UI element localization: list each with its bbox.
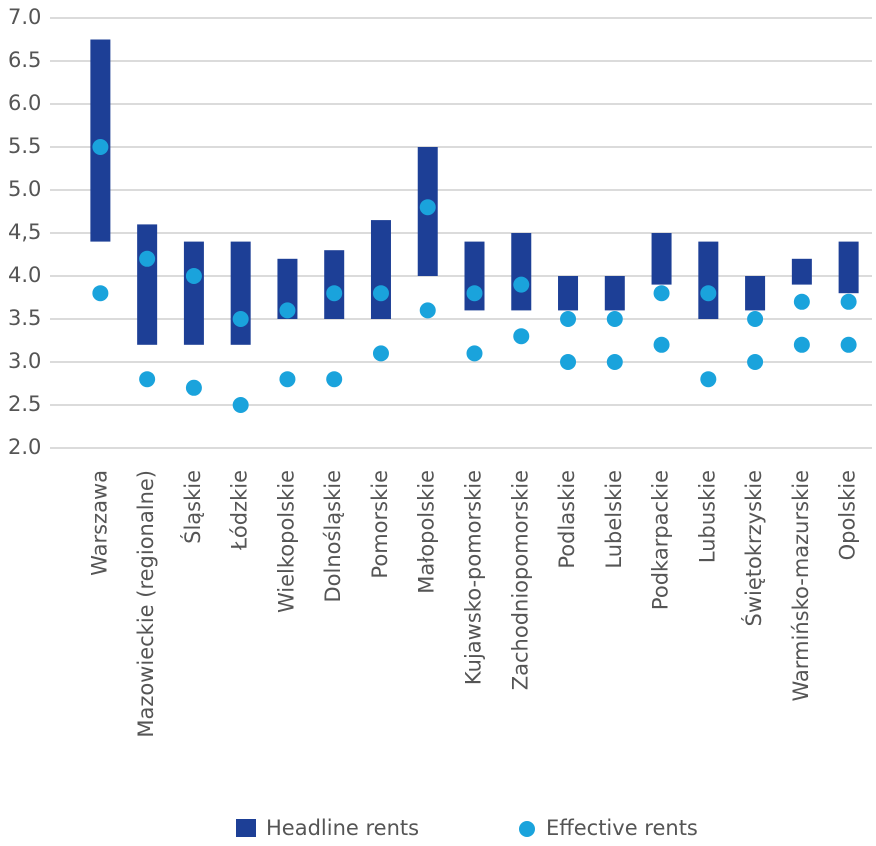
effective-dot <box>279 302 296 319</box>
legend-label: Effective rents <box>546 816 698 840</box>
effective-dot <box>92 285 109 302</box>
x-tick-label: Małopolskie <box>415 470 439 594</box>
effective-dot <box>466 345 483 362</box>
headline-bar <box>183 241 204 345</box>
effective-dot <box>185 268 202 284</box>
effective-dot <box>139 371 156 388</box>
effective-dot <box>700 285 717 302</box>
legend-label: Headline rents <box>266 816 419 840</box>
headline-bar <box>791 258 812 285</box>
x-tick-label: Zachodniopomorskie <box>508 470 532 690</box>
headline-bar <box>277 258 298 319</box>
y-tick-label: 6.5 <box>8 48 41 72</box>
y-tick-label: 5.0 <box>8 177 41 201</box>
y-tick-label: 2.0 <box>8 435 41 459</box>
effective-dot <box>747 354 764 370</box>
effective-dot <box>372 345 389 362</box>
legend-swatch <box>519 821 535 837</box>
effective-dot <box>747 311 764 327</box>
effective-dot <box>326 285 343 302</box>
headline-bar <box>230 241 251 345</box>
y-tick-label: 7.0 <box>8 5 41 29</box>
effective-dot <box>419 302 436 319</box>
headline-bar <box>558 276 579 311</box>
effective-dot <box>92 139 109 155</box>
effective-dot <box>372 285 389 302</box>
headline-bar <box>651 233 672 285</box>
x-tick-label: Podlaskie <box>555 470 579 569</box>
y-tick-label: 3.0 <box>8 349 41 373</box>
x-tick-label: Wielkopolskie <box>274 470 298 613</box>
effective-dot <box>326 371 343 388</box>
effective-dot <box>840 336 857 353</box>
headline-bar <box>137 224 158 345</box>
headline-bar <box>604 276 625 311</box>
legend-swatch <box>236 819 256 837</box>
headline-bar <box>511 233 532 311</box>
y-tick-label: 3.5 <box>8 306 41 330</box>
y-tick-label: 2.5 <box>8 392 41 416</box>
headline-bar <box>745 276 766 311</box>
y-tick-label: 4,5 <box>8 220 41 244</box>
y-tick-label: 4.0 <box>8 263 41 287</box>
effective-dot <box>232 397 249 413</box>
effective-dot <box>793 293 810 310</box>
x-tick-label: Łódzkie <box>228 470 252 551</box>
x-tick-label: Podkarpackie <box>649 470 673 610</box>
headline-bar <box>370 220 391 319</box>
effective-dot <box>840 293 857 310</box>
x-tick-label: Warszawa <box>87 470 111 576</box>
headline-bar <box>838 241 859 294</box>
effective-dot <box>513 276 530 293</box>
effective-dot <box>653 336 670 353</box>
x-tick-label: Mazowieckie (regionalne) <box>134 470 158 738</box>
effective-dot <box>606 354 623 370</box>
x-tick-label: Lubuskie <box>695 470 719 563</box>
x-tick-label: Lubelskie <box>602 470 626 569</box>
x-tick-label: Kujawsko-pomorskie <box>462 470 486 685</box>
x-tick-label: Śląskie <box>180 470 205 544</box>
effective-dot <box>466 285 483 302</box>
x-tick-label: Warmińsko-mazurskie <box>789 470 813 701</box>
effective-dot <box>139 250 156 267</box>
effective-dot <box>700 371 717 388</box>
effective-dot <box>560 311 577 327</box>
effective-dot <box>419 199 436 216</box>
effective-dot <box>793 336 810 353</box>
y-tick-label: 5.5 <box>8 134 41 158</box>
y-tick-label: 6.0 <box>8 91 41 115</box>
x-tick-label: Świętokrzyskie <box>741 470 766 626</box>
effective-dot <box>513 328 530 345</box>
effective-dot <box>185 379 202 396</box>
effective-dot <box>232 311 249 327</box>
x-tick-label: Dolnośląskie <box>321 470 345 603</box>
x-tick-label: Opolskie <box>836 470 860 560</box>
effective-dot <box>279 371 296 388</box>
x-tick-label: Pomorskie <box>368 470 392 579</box>
effective-dot <box>653 285 670 302</box>
effective-dot <box>560 354 577 370</box>
headline-bar <box>698 241 719 319</box>
effective-dot <box>606 311 623 327</box>
headline-bar <box>324 250 345 319</box>
